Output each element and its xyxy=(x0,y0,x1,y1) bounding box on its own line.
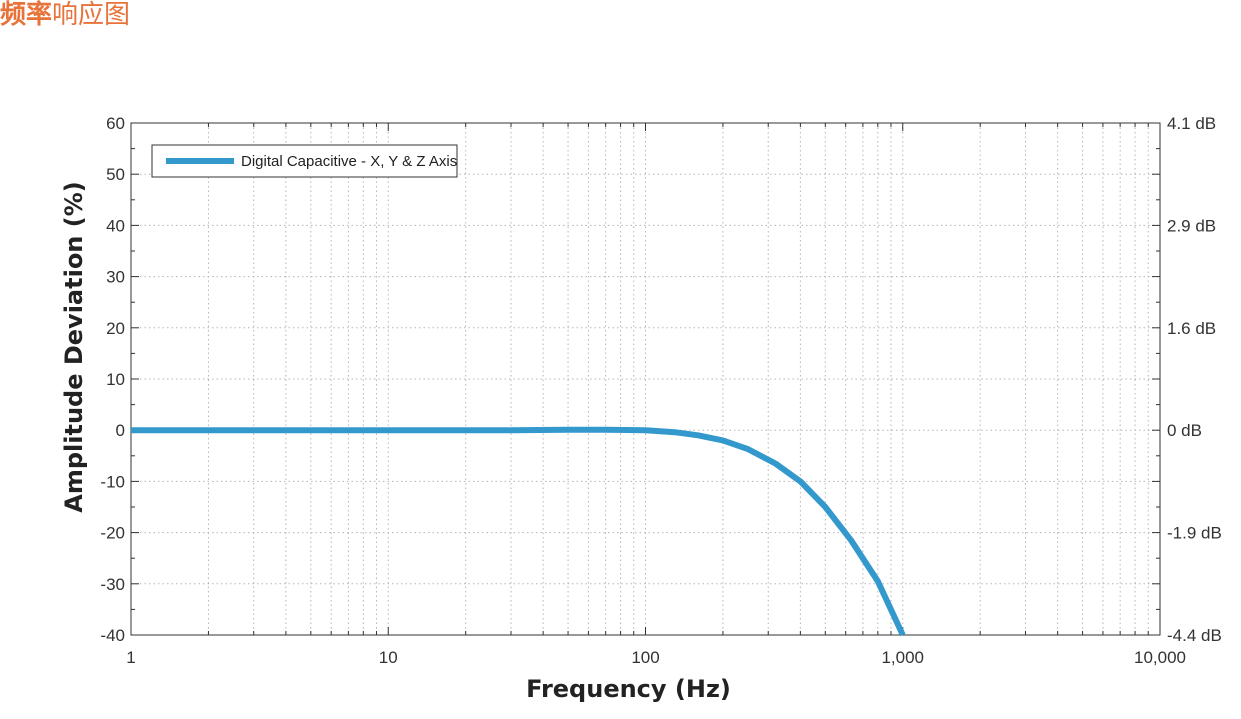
y2-tick-label: 0 dB xyxy=(1167,421,1202,440)
y2-tick-label: 2.9 dB xyxy=(1167,216,1216,235)
axis-ticks: 1 10 100 1,000 10,000 -40 -30 -20 -10 0 10 20 30 40 50… xyxy=(100,114,1221,667)
y-tick-label: 40 xyxy=(106,216,125,235)
y-tick-label: 10 xyxy=(106,370,125,389)
legend-label: Digital Capacitive - X, Y & Z Axis xyxy=(241,153,457,170)
x-tick-label: 1,000 xyxy=(881,648,924,667)
y-tick-label: 50 xyxy=(106,165,125,184)
x-tick-label: 100 xyxy=(631,648,659,667)
y-axis-title: Amplitude Deviation (%) xyxy=(60,181,88,512)
x-tick-label: 1 xyxy=(126,648,135,667)
legend: Digital Capacitive - X, Y & Z Axis xyxy=(151,144,458,178)
y-tick-label: -40 xyxy=(100,626,125,645)
y2-tick-label: -4.4 dB xyxy=(1167,626,1222,645)
x-tick-label: 10,000 xyxy=(1134,648,1186,667)
y-tick-label: 30 xyxy=(106,268,125,287)
page-title-strong: 频率 xyxy=(0,0,53,30)
y-tick-label: 60 xyxy=(106,114,125,133)
page-title: 频率响应图 xyxy=(0,0,130,31)
y-tick-label: 20 xyxy=(106,319,125,338)
series-line xyxy=(131,426,906,637)
series-layer xyxy=(131,426,906,637)
y2-tick-label: 1.6 dB xyxy=(1167,319,1216,338)
y2-tick-label: 4.1 dB xyxy=(1167,114,1216,133)
grid xyxy=(131,123,1160,635)
y-tick-label: -10 xyxy=(100,472,125,491)
x-axis-title: Frequency (Hz) xyxy=(526,675,731,703)
y-tick-label: 0 xyxy=(116,421,125,440)
page-title-rest: 响应图 xyxy=(52,0,131,30)
y-tick-label: -30 xyxy=(100,575,125,594)
x-tick-label: 10 xyxy=(379,648,398,667)
y2-tick-label: -1.9 dB xyxy=(1167,524,1222,543)
y-tick-label: -20 xyxy=(100,524,125,543)
